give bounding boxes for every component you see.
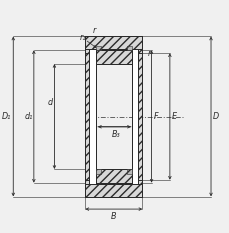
Bar (95, 50, 132, 64)
Text: E: E (171, 112, 176, 121)
Bar (89, 49, 95, 184)
Text: d: d (48, 98, 53, 107)
Bar (127, 169, 132, 174)
Bar (95, 169, 100, 174)
Bar (95, 183, 132, 184)
Bar (138, 49, 142, 184)
Text: r₁: r₁ (79, 33, 86, 42)
Bar (95, 46, 100, 50)
Text: D: D (212, 112, 218, 121)
Text: r: r (147, 49, 151, 58)
Bar (85, 184, 142, 196)
Bar (85, 37, 142, 49)
Text: B₃: B₃ (111, 130, 120, 139)
Text: F: F (153, 112, 157, 121)
Bar (95, 169, 132, 183)
Text: D₁: D₁ (2, 112, 11, 121)
Text: r: r (92, 26, 95, 35)
Bar (127, 46, 132, 50)
Bar (132, 49, 138, 184)
Text: B: B (111, 212, 116, 221)
Bar (95, 49, 132, 50)
Bar (85, 49, 89, 184)
Text: d₁: d₁ (25, 112, 33, 121)
